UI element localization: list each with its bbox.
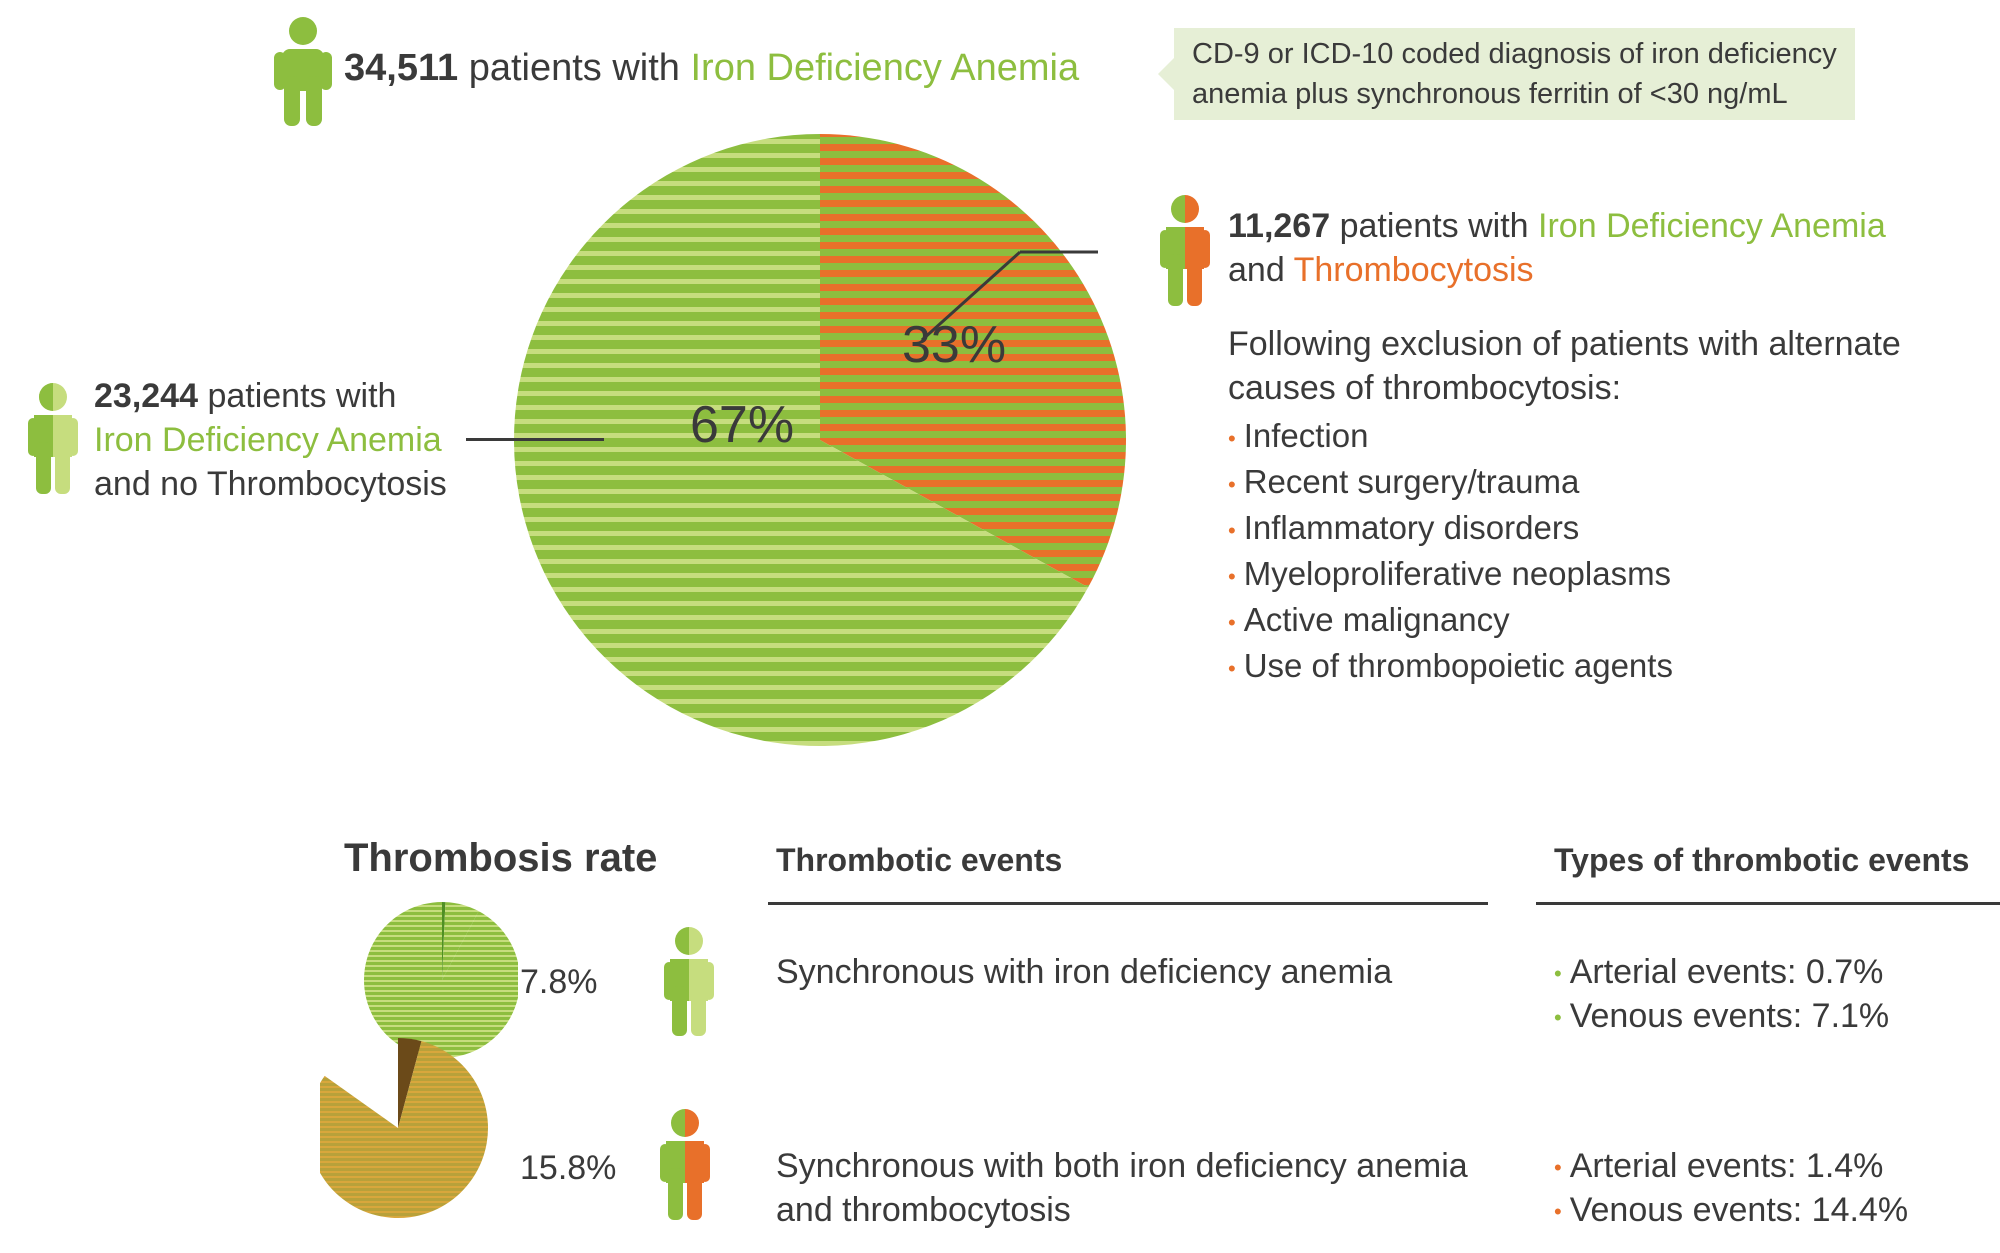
events-divider xyxy=(768,902,1488,905)
left-leader-line xyxy=(466,438,604,441)
col-events-header: Thrombotic events xyxy=(776,842,1063,878)
list-item: • Recent surgery/trauma xyxy=(1228,463,1580,501)
exclusion-list: • Infection • Recent surgery/trauma • Infla… xyxy=(1228,414,1673,690)
exclusion-intro-2: causes of thrombocytosis: xyxy=(1228,369,1622,407)
person-green-orange-icon xyxy=(660,1109,710,1220)
person-green-orange-icon xyxy=(1160,195,1210,306)
pie-slice-no-thrombocytosis xyxy=(514,134,1089,746)
list-item: • Infection xyxy=(1228,417,1369,454)
note-line-2: anemia plus synchronous ferritin of <30 … xyxy=(1192,78,1788,110)
left-group-line-3: and no Thrombocytosis xyxy=(94,465,447,503)
thrombosis-rate-title: Thrombosis rate xyxy=(344,836,658,880)
diagnosis-note: CD-9 or ICD-10 coded diagnosis of iron d… xyxy=(1158,28,1855,120)
pie-slice-arterial xyxy=(398,1038,422,1128)
note-line-1: CD-9 or ICD-10 coded diagnosis of iron d… xyxy=(1192,38,1837,70)
pie-slice-thrombosis xyxy=(320,1041,488,1218)
left-group-text: patients with xyxy=(207,377,397,415)
exclusion-intro-1: Following exclusion of patients with alt… xyxy=(1228,325,1901,363)
type-row-2-b: • Venous events: 14.4% xyxy=(1554,1191,1909,1229)
header-highlight: Iron Deficiency Anemia xyxy=(690,47,1080,89)
col-types-header: Types of thrombotic events xyxy=(1554,842,1970,878)
list-item: • Active malignancy xyxy=(1228,601,1510,639)
event-row-2-line-2: and thrombocytosis xyxy=(776,1191,1071,1229)
header-text: patients with xyxy=(468,47,680,89)
list-item: • Use of thrombopoietic agents xyxy=(1228,647,1673,685)
rate-value-2: 15.8% xyxy=(520,1149,617,1187)
type-row-1-a: • Arterial events: 0.7% xyxy=(1554,953,1884,991)
person-green-half-icon xyxy=(664,927,714,1036)
right-group-text: patients with xyxy=(1339,207,1529,245)
header-title: 34,511 patients with Iron Deficiency Ane… xyxy=(344,46,1079,90)
main-pie-label-33: 33% xyxy=(902,316,1006,374)
main-pie-chart: 67% 33% xyxy=(514,134,1126,746)
header-count: 34,511 xyxy=(344,47,459,89)
right-group-line-1: 11,267 patients with Iron Deficiency Ane… xyxy=(1228,204,1886,248)
right-group-thrombocytosis: Thrombocytosis xyxy=(1293,251,1534,289)
left-group-line-2: Iron Deficiency Anemia xyxy=(94,421,442,459)
rate-value-1: 7.8% xyxy=(520,963,598,1001)
pie-slice-thrombosis xyxy=(442,902,479,980)
right-group-and: and xyxy=(1228,251,1285,289)
rate-pie-2 xyxy=(320,1038,488,1218)
list-item: • Myeloproliferative neoplasms xyxy=(1228,555,1672,593)
person-green-icon xyxy=(274,17,332,126)
left-group-line-1: 23,244 patients with xyxy=(94,374,396,418)
rate-pie-1 xyxy=(364,902,518,1058)
right-group-line-2: and Thrombocytosis xyxy=(1228,248,1534,292)
event-row-2: Synchronous with both iron deficiency an… xyxy=(776,1147,1468,1185)
event-row-1: Synchronous with iron deficiency anemia xyxy=(776,953,1393,991)
list-item: • Inflammatory disorders xyxy=(1228,509,1580,547)
pie-slice-arterial xyxy=(442,902,446,980)
pie-slice-no-thrombosis xyxy=(364,902,518,1058)
right-leader-line-diag xyxy=(920,250,1022,342)
pie-slice-thrombocytosis xyxy=(820,134,1126,588)
person-green-half-icon xyxy=(28,383,78,494)
left-group-count: 23,244 xyxy=(94,377,198,415)
main-pie-label-67: 67% xyxy=(690,396,794,454)
type-row-1-b: • Venous events: 7.1% xyxy=(1554,997,1890,1035)
types-divider xyxy=(1536,902,2000,905)
right-group-highlight: Iron Deficiency Anemia xyxy=(1538,207,1886,245)
type-row-2-a: • Arterial events: 1.4% xyxy=(1554,1147,1884,1185)
right-group-count: 11,267 xyxy=(1228,207,1331,245)
